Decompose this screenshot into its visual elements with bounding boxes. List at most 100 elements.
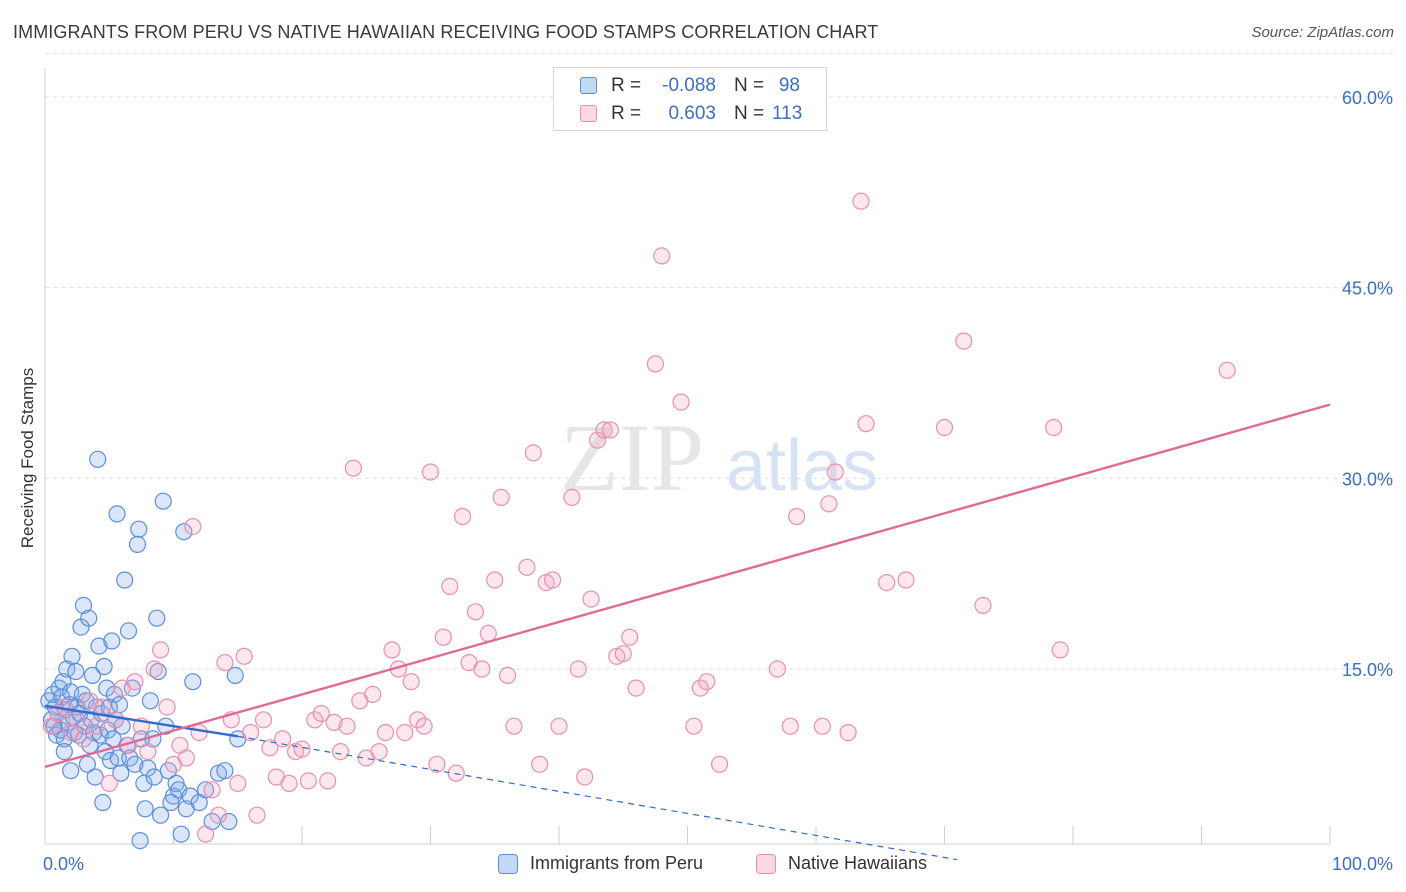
hawaiian-point — [152, 641, 170, 659]
hawaiian-point — [499, 666, 517, 685]
hawaiian-point — [543, 571, 562, 589]
hawaiian-point — [576, 768, 594, 786]
peru-point — [154, 492, 172, 510]
peru-point — [184, 673, 202, 691]
hawaiian-point — [1218, 361, 1236, 379]
hawaiian-point — [646, 355, 665, 373]
hawaiian-point — [280, 774, 298, 793]
hawaiian-point — [177, 749, 195, 767]
hawaiian-point — [813, 717, 832, 735]
hawaiian-point — [94, 698, 112, 716]
stats-r-value: 0.603 — [668, 103, 716, 124]
hawaiian-point — [710, 755, 729, 773]
hawaiian-point — [897, 571, 915, 589]
peru-point — [141, 692, 159, 710]
hawaiian-point — [209, 806, 228, 824]
peru-point — [62, 762, 80, 780]
hawaiian-point — [788, 507, 806, 526]
stats-legend: R = -0.088 N = 98 R = 0.603 N = 113 — [553, 67, 827, 131]
hawaiian-point — [698, 673, 716, 691]
gridlines — [45, 53, 1393, 670]
hawaiian-point — [332, 742, 350, 761]
hawaiian-point — [415, 717, 433, 735]
hawaiian-point — [479, 624, 497, 643]
hawaiian-point — [306, 711, 324, 729]
peru-point — [119, 622, 138, 640]
peru-point — [83, 666, 102, 685]
hawaiian-trend-line — [44, 403, 1331, 769]
peru-point — [216, 762, 234, 780]
stats-r-value: -0.088 — [662, 75, 716, 96]
hawaiian-point — [254, 711, 273, 729]
hawaiian-point — [396, 723, 414, 742]
peru-point — [181, 787, 199, 805]
stats-r-label: R = — [611, 103, 642, 124]
legend-swatch-blue — [498, 854, 518, 874]
peru-point — [197, 781, 215, 799]
peru-point — [86, 768, 104, 786]
stats-n-value: 98 — [778, 75, 800, 96]
hawaiian-point — [74, 730, 93, 748]
stats-r-label: R = — [611, 75, 642, 96]
stats-swatch-blue — [580, 77, 597, 94]
hawaiian-point — [839, 723, 857, 742]
hawaiian-point — [466, 603, 485, 621]
hawaiian-point — [974, 596, 992, 615]
peru-point — [220, 812, 238, 831]
peru-point — [77, 692, 95, 710]
peru-point — [89, 450, 107, 468]
watermark: ZIP atlas — [560, 404, 878, 511]
hawaiian-point — [68, 711, 86, 729]
hawaiian-point — [454, 507, 472, 526]
hawaiian-point — [1051, 641, 1069, 659]
hawaiian-point — [274, 730, 292, 748]
hawaiian-point — [563, 488, 581, 506]
hawaiian-point — [370, 742, 388, 761]
hawaiian-point — [550, 717, 568, 735]
hawaiian-point — [421, 463, 440, 481]
hawaiian-point — [242, 723, 260, 742]
trend-lines — [44, 403, 1331, 861]
hawaiian-point — [621, 628, 639, 646]
data-points — [40, 192, 1236, 850]
hawaiian-point — [691, 679, 710, 697]
hawaiian-point — [486, 571, 504, 589]
peru-point — [55, 730, 73, 748]
hawaiian-point — [955, 332, 973, 350]
peru-point — [108, 505, 126, 523]
hawaiian-point — [325, 713, 343, 732]
legend-label-hawaiian: Native Hawaiians — [788, 853, 928, 873]
peru-point — [74, 596, 93, 615]
y-tick-label: 45.0% — [1342, 279, 1393, 299]
hawaiian-point — [248, 806, 266, 824]
peru-point — [94, 793, 112, 812]
hawaiian-point — [685, 717, 703, 735]
hawaiian-point — [338, 717, 356, 735]
hawaiian-point — [505, 717, 523, 735]
peru-point — [95, 657, 113, 676]
y-tick-label: 60.0% — [1342, 88, 1393, 108]
peru-point — [55, 742, 73, 761]
hawaiian-point — [601, 421, 620, 439]
source-credit: Source: ZipAtlas.com — [1251, 24, 1394, 41]
peru-point — [130, 520, 148, 538]
peru-point — [131, 831, 149, 850]
hawaiian-point — [531, 755, 549, 773]
hawaiian-point — [100, 774, 118, 793]
x-tick-label-min: 0.0% — [43, 854, 84, 874]
hawaiian-point — [441, 577, 459, 596]
hawaiian-point — [524, 444, 542, 462]
peru-trend-line — [44, 704, 238, 738]
hawaiian-point — [293, 740, 311, 758]
hawaiian-point — [145, 660, 163, 678]
stats-n-label: N = — [734, 103, 765, 124]
peru-point — [80, 609, 98, 627]
hawaiian-point — [820, 495, 838, 513]
hawaiian-point — [492, 488, 510, 506]
peru-point — [112, 764, 130, 782]
hawaiian-point — [139, 742, 157, 761]
stats-swatch-pink — [580, 105, 597, 122]
peru-point — [67, 662, 85, 681]
tick-labels: 15.0% 30.0% 45.0% 60.0% 0.0% 100.0% — [43, 88, 1393, 874]
